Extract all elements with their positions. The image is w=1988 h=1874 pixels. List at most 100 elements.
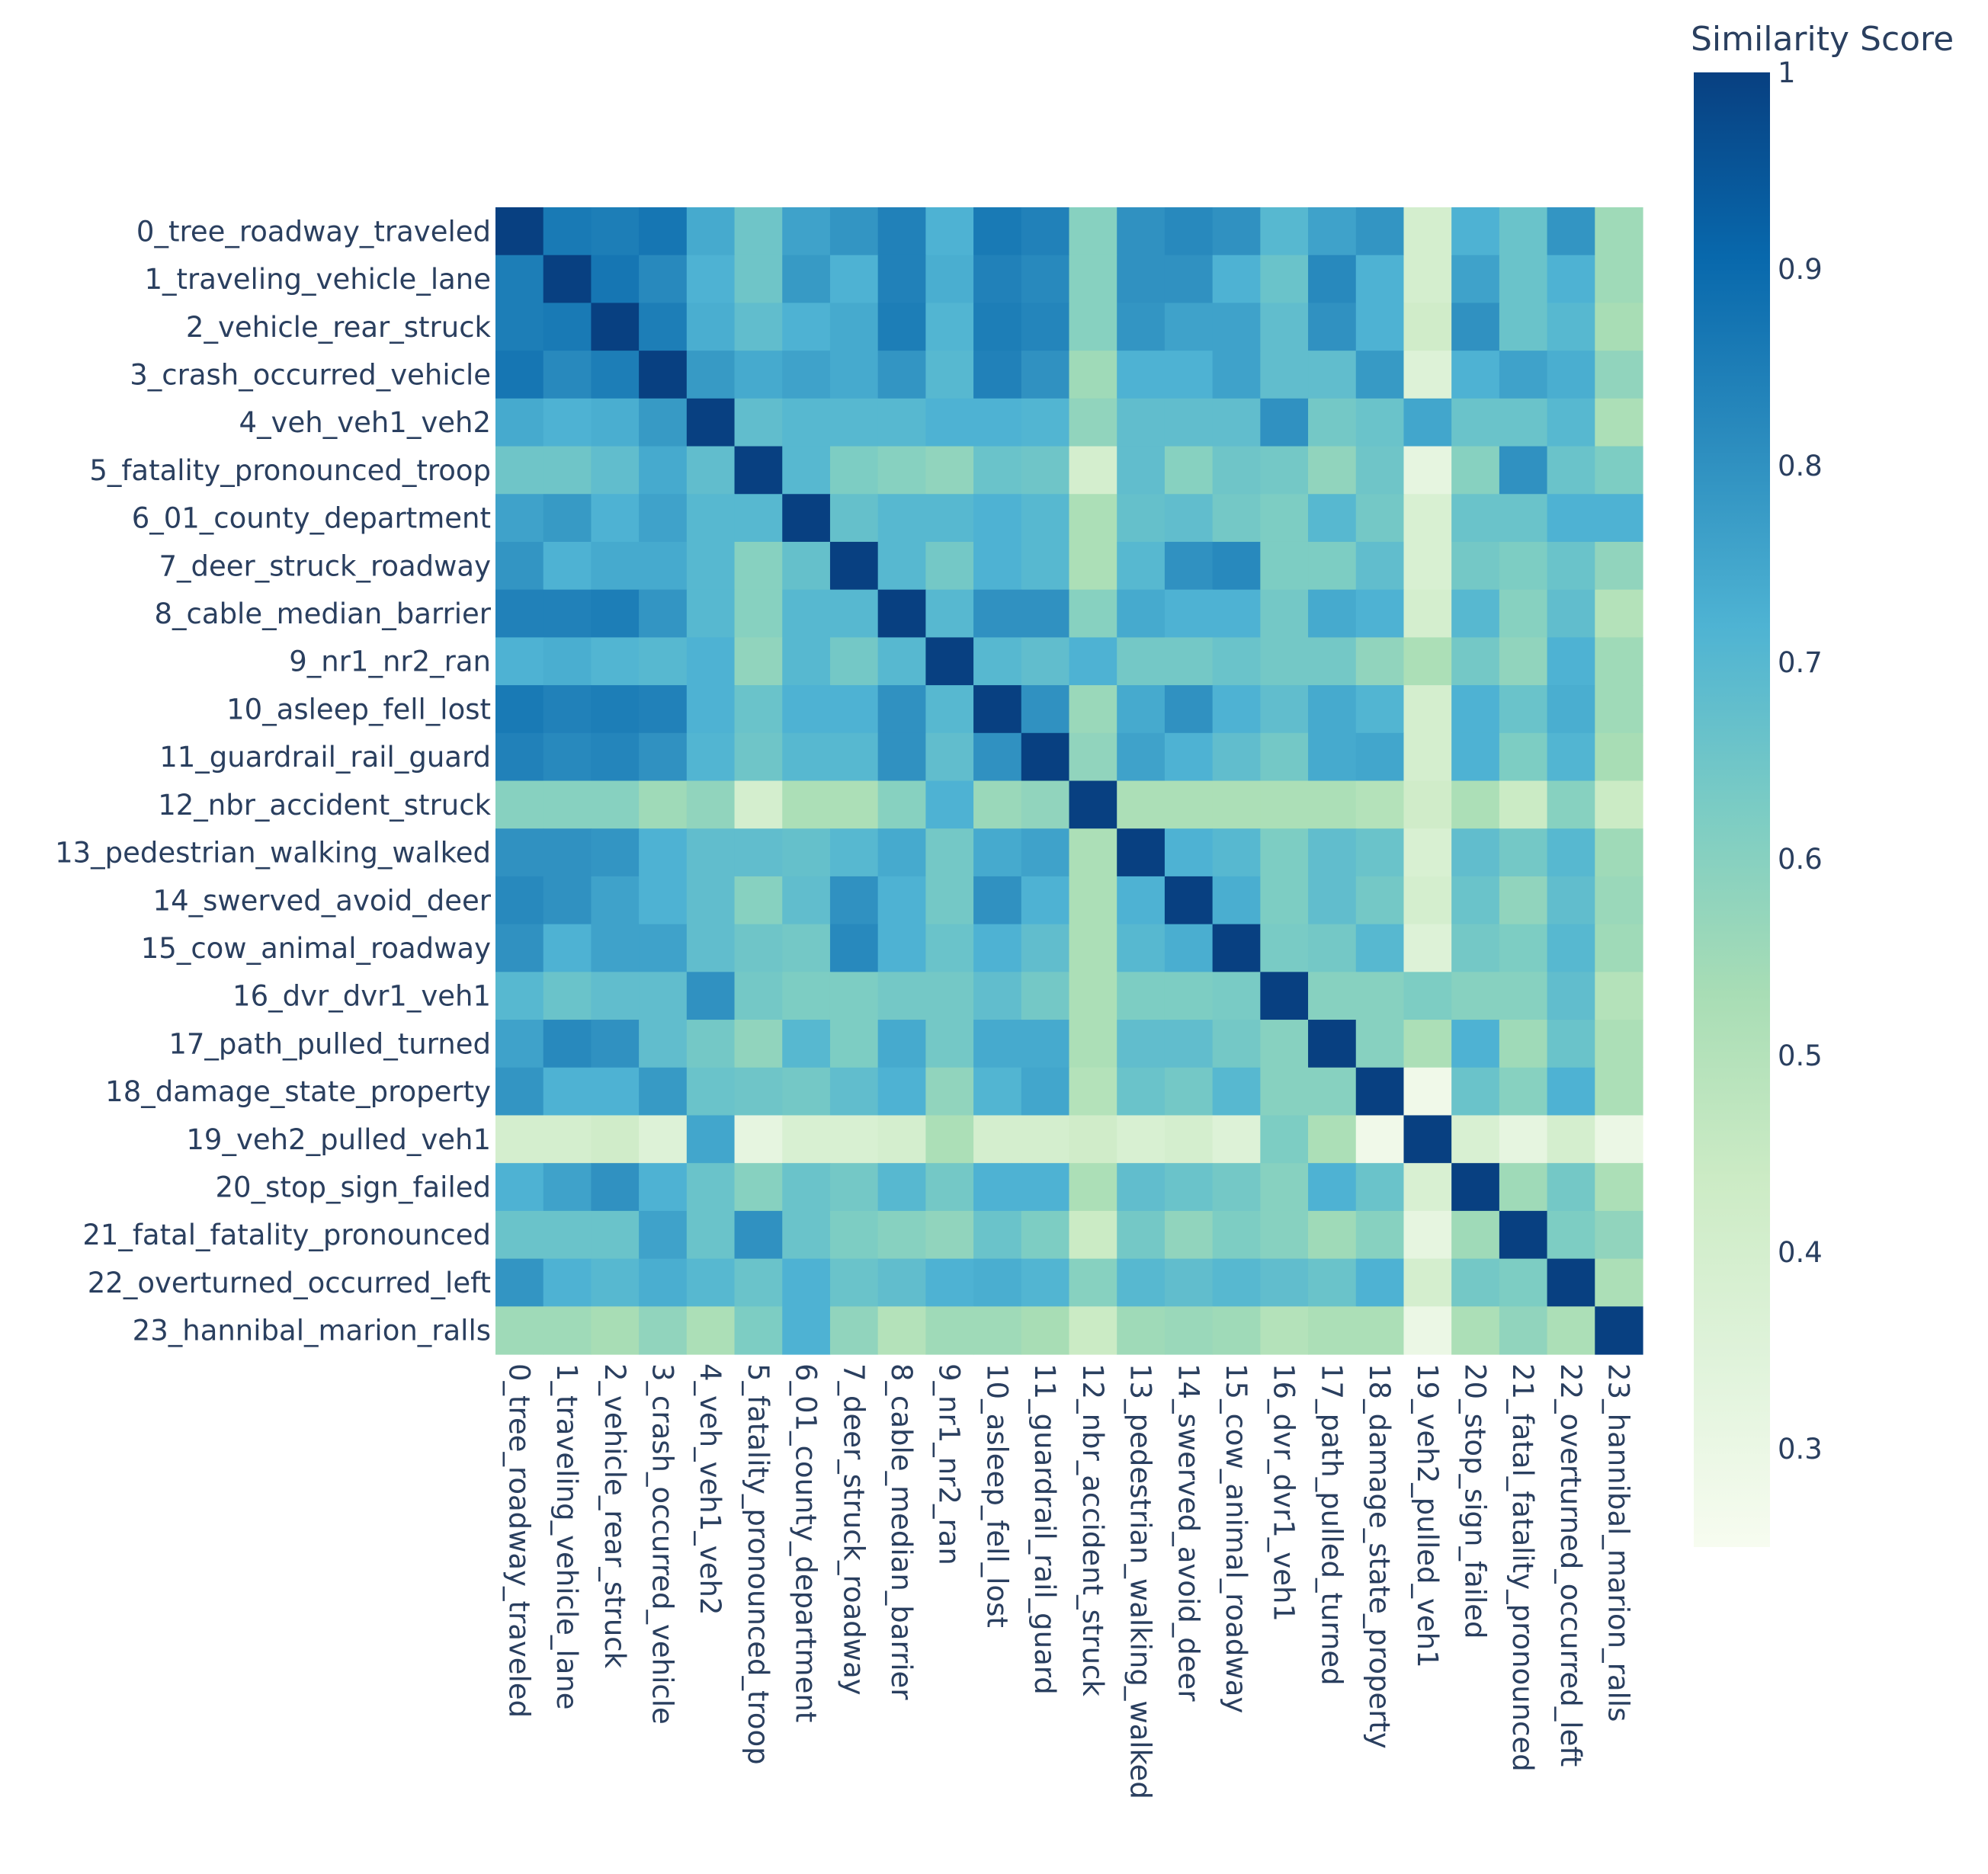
heatmap-cell <box>925 1210 974 1260</box>
heatmap-cell <box>1308 1115 1357 1164</box>
heatmap-cell <box>1595 972 1643 1020</box>
heatmap-cell <box>1403 589 1452 638</box>
heatmap-cell <box>1355 924 1405 972</box>
heatmap-cell <box>1117 398 1166 447</box>
heatmap-cell <box>639 1020 688 1068</box>
heatmap-cell <box>1021 303 1070 351</box>
heatmap-cell <box>1164 351 1214 399</box>
heatmap-cell <box>782 303 831 351</box>
heatmap-cell <box>1547 828 1595 877</box>
heatmap-cell <box>1451 494 1500 543</box>
heatmap-cell <box>495 924 544 972</box>
heatmap-cell <box>543 398 592 447</box>
heatmap-cell <box>639 541 688 591</box>
heatmap-cell <box>1117 637 1166 686</box>
heatmap-cell <box>543 494 592 543</box>
heatmap-cell <box>734 972 783 1020</box>
heatmap-cell <box>829 685 879 734</box>
heatmap-cell <box>925 351 974 399</box>
heatmap-cell <box>1595 446 1643 495</box>
heatmap-cell <box>1308 828 1357 877</box>
heatmap-cell <box>639 207 688 256</box>
heatmap-cell <box>495 828 544 877</box>
y-tick-label: 15_cow_animal_roadway <box>141 932 491 965</box>
y-tick-label: 20_stop_sign_failed <box>216 1171 492 1204</box>
heatmap-cell <box>1547 876 1595 925</box>
heatmap-cell <box>639 589 688 638</box>
heatmap-cell <box>1451 1115 1500 1164</box>
heatmap-cell <box>877 828 926 877</box>
heatmap-cell <box>591 494 640 543</box>
heatmap-cell <box>591 255 640 304</box>
heatmap-cell <box>543 1163 592 1212</box>
heatmap-cell <box>1355 1258 1405 1307</box>
x-tick-label: 21_fatal_fatality_pronounced <box>1506 1363 1539 1772</box>
heatmap-cell <box>973 1210 1022 1260</box>
heatmap-cell <box>973 1163 1022 1212</box>
heatmap-cell <box>686 876 736 925</box>
heatmap-cell <box>829 494 879 543</box>
heatmap-cell <box>1595 780 1643 829</box>
heatmap-cell <box>925 255 974 304</box>
heatmap-cell <box>1164 1210 1214 1260</box>
heatmap-cell <box>1403 1163 1452 1212</box>
heatmap-cell <box>639 732 688 782</box>
heatmap-cell <box>877 780 926 829</box>
heatmap-cell <box>829 1163 879 1212</box>
heatmap-cell <box>1164 1115 1214 1164</box>
heatmap-cell <box>495 446 544 495</box>
heatmap-cell <box>1117 924 1166 972</box>
heatmap-cell <box>543 589 592 638</box>
heatmap-cell <box>1355 732 1405 782</box>
heatmap-cell <box>973 494 1022 543</box>
heatmap-cell <box>829 972 879 1020</box>
x-tick-label: 17_path_pulled_turned <box>1315 1363 1348 1686</box>
y-tick-label: 17_path_pulled_turned <box>168 1027 491 1060</box>
heatmap-cell <box>1260 494 1309 543</box>
heatmap-cell <box>639 494 688 543</box>
x-tick-label: 9_nr1_nr2_ran <box>933 1363 966 1565</box>
heatmap-cell <box>1403 398 1452 447</box>
heatmap-cell <box>543 1067 592 1116</box>
heatmap-cell <box>1547 1210 1595 1260</box>
heatmap-cell <box>686 1258 736 1307</box>
heatmap-cell <box>1117 780 1166 829</box>
heatmap-cell <box>829 446 879 495</box>
heatmap-cell <box>1451 255 1500 304</box>
heatmap-cell <box>829 1115 879 1164</box>
heatmap-cell <box>686 207 736 256</box>
heatmap-cell <box>1547 589 1595 638</box>
heatmap-cell <box>1595 1210 1643 1260</box>
heatmap-cell <box>1212 1258 1261 1307</box>
heatmap-cell <box>1403 1067 1452 1116</box>
heatmap-cell <box>1547 1306 1595 1355</box>
heatmap-cell <box>1595 255 1643 304</box>
heatmap-cell <box>1308 303 1357 351</box>
heatmap-cell <box>495 1020 544 1068</box>
heatmap-cell <box>1547 972 1595 1020</box>
heatmap-cell <box>877 972 926 1020</box>
heatmap-cell <box>782 446 831 495</box>
heatmap-cell <box>639 876 688 925</box>
heatmap-cell <box>1499 1306 1548 1355</box>
heatmap-cell <box>829 780 879 829</box>
heatmap-cell <box>782 1258 831 1307</box>
heatmap-cell <box>1069 303 1117 351</box>
heatmap-cell <box>1355 1067 1405 1116</box>
heatmap-cell <box>543 828 592 877</box>
heatmap-cell <box>495 1306 544 1355</box>
heatmap-cell <box>1308 876 1357 925</box>
heatmap-cell <box>1117 876 1166 925</box>
heatmap-cell <box>1499 446 1548 495</box>
heatmap-cell <box>1164 589 1214 638</box>
colorbar-gradient <box>1694 72 1770 1547</box>
heatmap-cell <box>1117 828 1166 877</box>
heatmap-cell <box>1260 1067 1309 1116</box>
heatmap-cell <box>925 876 974 925</box>
heatmap-cell <box>734 685 783 734</box>
heatmap-cell <box>1260 972 1309 1020</box>
heatmap-cell <box>495 541 544 591</box>
heatmap-cell <box>1164 780 1214 829</box>
heatmap-cell <box>1403 446 1452 495</box>
